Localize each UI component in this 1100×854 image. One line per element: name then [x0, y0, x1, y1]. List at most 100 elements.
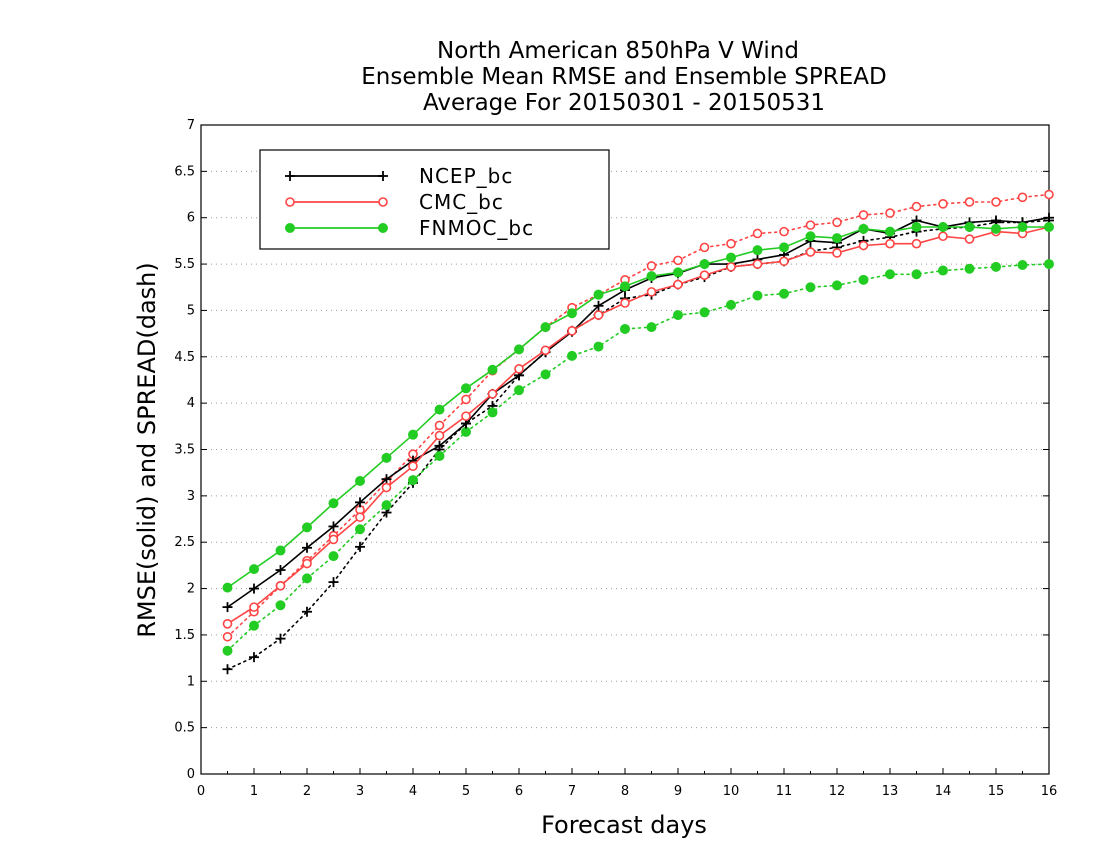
series-2-rmse-point-5	[355, 476, 365, 487]
series-2-spread-point-16	[646, 322, 657, 333]
series-1-rmse-point-10	[487, 389, 498, 399]
legend-box	[259, 149, 610, 250]
series-1-rmse-point-9	[461, 411, 471, 421]
series-2-spread-point-22	[805, 282, 816, 293]
series-2-spread-point-8	[434, 450, 445, 461]
series-2-rmse-point-21	[779, 242, 789, 253]
series-2-rmse-point-22	[805, 231, 816, 242]
series-2-spread-point-31	[1044, 259, 1054, 270]
x-tick-label-7: 7	[568, 784, 576, 799]
series-0-spread-point-5	[355, 541, 365, 552]
x-tick-label-12: 12	[829, 784, 846, 799]
series-2-spread-point-10	[487, 407, 498, 418]
series-2-spread-point-23	[832, 280, 842, 291]
series-1-rmse-line	[227, 226, 1050, 625]
series-layer	[222, 189, 1054, 675]
y-axis-label: RMSE(solid) and SPREAD(dash)	[133, 262, 161, 638]
chart-title-line-3: Average For 20150301 - 20150531	[423, 90, 825, 116]
series-0-rmse-point-6	[381, 474, 392, 485]
legend-marker-right-0	[378, 171, 388, 181]
series-0-rmse-point-3	[302, 542, 312, 553]
series-0-rmse-point-31	[1044, 212, 1054, 223]
y-tick-label-2: 1	[187, 674, 195, 689]
series-2-rmse-point-30	[1017, 221, 1028, 232]
series-0-rmse-point-29	[991, 215, 1001, 226]
series-2-rmse-point-18	[699, 259, 710, 270]
series-2-spread-point-13	[567, 350, 577, 361]
series-0-spread-point-0	[222, 664, 233, 675]
y-tick-label-8: 4	[187, 396, 195, 411]
series-2-spread-point-11	[514, 385, 524, 396]
series-1-rmse-point-28	[964, 234, 975, 244]
series-2-rmse-point-12	[540, 322, 551, 333]
series-2-spread-point-27	[938, 265, 948, 276]
series-1-spread-point-16	[646, 261, 657, 271]
series-2-spread-point-0	[222, 645, 233, 656]
series-2-rmse-point-31	[1044, 221, 1054, 232]
series-2-rmse-point-20	[752, 245, 763, 256]
series-2-spread-point-25	[885, 269, 895, 280]
legend-marker-right-1	[378, 197, 388, 207]
series-2-rmse-point-11	[514, 344, 524, 355]
series-2-spread-point-1	[249, 620, 259, 631]
y-tick-label-6: 3	[187, 489, 195, 504]
x-tick-label-1: 1	[250, 784, 258, 799]
series-0-rmse-point-14	[593, 300, 604, 311]
series-1-rmse-point-12	[540, 345, 551, 356]
x-tick-label-13: 13	[882, 784, 899, 799]
series-1-rmse-point-27	[938, 231, 948, 242]
series-2-rmse-point-2	[275, 545, 286, 556]
series-2-rmse-point-8	[434, 404, 445, 415]
x-tick-label-6: 6	[515, 784, 523, 799]
series-1-rmse-point-1	[249, 602, 259, 612]
series-1-spread-point-26	[911, 201, 922, 212]
series-2-rmse-line	[227, 226, 1049, 589]
series-1-spread-point-24	[858, 210, 869, 220]
x-tick-label-4: 4	[409, 784, 417, 799]
series-1-spread-point-23	[832, 217, 842, 228]
y-tick-label-14: 7	[187, 118, 195, 133]
series-2-spread-point-26	[911, 269, 922, 280]
series-0-spread-point-2	[275, 633, 286, 644]
series-2-spread-point-7	[408, 475, 418, 486]
series-2-spread-point-3	[302, 573, 312, 584]
y-tick-label-5: 2.5	[174, 535, 195, 550]
series-2-rmse-point-6	[381, 452, 392, 463]
series-2-rmse-point-3	[302, 522, 312, 533]
y-tick-label-7: 3.5	[174, 443, 195, 458]
y-tick-label-1: 0.5	[174, 721, 195, 736]
series-1-rmse-point-24	[858, 240, 869, 251]
chart-title-line-2: Ensemble Mean RMSE and Ensemble SPREAD	[361, 64, 886, 90]
x-tick-label-8: 8	[621, 784, 629, 799]
series-2-rmse-point-10	[487, 364, 498, 375]
series-1-spread-point-8	[434, 420, 445, 431]
series-1-spread-point-30	[1017, 192, 1028, 203]
series-0-spread-point-3	[302, 606, 312, 617]
series-1-rmse-point-3	[302, 558, 312, 569]
series-2-spread-point-4	[328, 551, 339, 562]
series-2-rmse-point-7	[408, 429, 418, 440]
series-2-rmse-point-24	[858, 223, 869, 234]
series-1-rmse-point-5	[355, 512, 365, 522]
series-1-spread-point-17	[673, 255, 683, 266]
series-0-spread-point-1	[249, 652, 259, 663]
y-tick-label-4: 2	[187, 582, 195, 597]
series-1-rmse-point-18	[699, 270, 710, 280]
series-0-rmse-point-0	[222, 602, 233, 613]
series-2-rmse-point-19	[726, 252, 736, 263]
series-1-spread-point-25	[885, 208, 895, 218]
series-0-spread-point-4	[328, 577, 339, 588]
x-tick-label-9: 9	[674, 784, 682, 799]
series-1-spread-point-31	[1044, 189, 1054, 200]
x-tick-label-0: 0	[197, 784, 205, 799]
legend-label-2: FNMOC_bc	[419, 216, 534, 240]
y-tick-label-9: 4.5	[174, 350, 195, 365]
grid	[201, 170, 1049, 729]
series-2-rmse-point-29	[991, 223, 1001, 234]
series-1-spread-point-9	[461, 394, 471, 405]
series-1-rmse-point-6	[381, 482, 392, 493]
series-1-rmse-point-25	[885, 238, 895, 249]
series-2-spread-point-9	[461, 426, 471, 437]
series-1-rmse-point-16	[646, 287, 657, 297]
